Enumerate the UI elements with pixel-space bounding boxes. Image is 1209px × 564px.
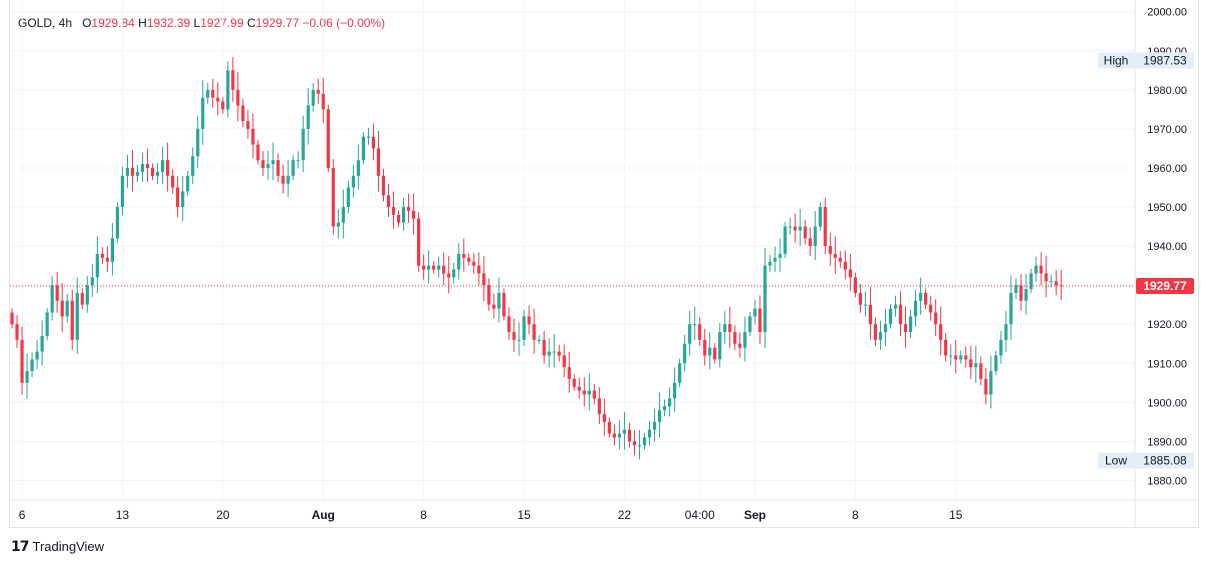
- low-value: 1927.99: [200, 16, 244, 30]
- close-label: C: [246, 16, 256, 30]
- tradingview-logo[interactable]: 𝟭𝟳 TradingView: [11, 538, 104, 555]
- chart-frame: [9, 0, 1199, 528]
- close-value: 1929.77: [255, 16, 300, 30]
- change-value: −0.06 (−0.00%): [302, 16, 386, 30]
- high-value: 1932.39: [146, 16, 191, 30]
- open-label: O: [82, 16, 92, 30]
- low-label: L: [193, 16, 201, 30]
- tradingview-brand: TradingView: [32, 539, 105, 554]
- open-value: 1929.84: [91, 16, 135, 30]
- legend-spacer: [75, 16, 78, 30]
- high-label: H: [138, 16, 147, 30]
- symbol-label: GOLD, 4h: [18, 16, 73, 30]
- tradingview-icon: 𝟭𝟳: [11, 538, 30, 554]
- ohlc-legend: GOLD, 4h O1929.84 H1932.39 L1927.99 C192…: [18, 16, 385, 30]
